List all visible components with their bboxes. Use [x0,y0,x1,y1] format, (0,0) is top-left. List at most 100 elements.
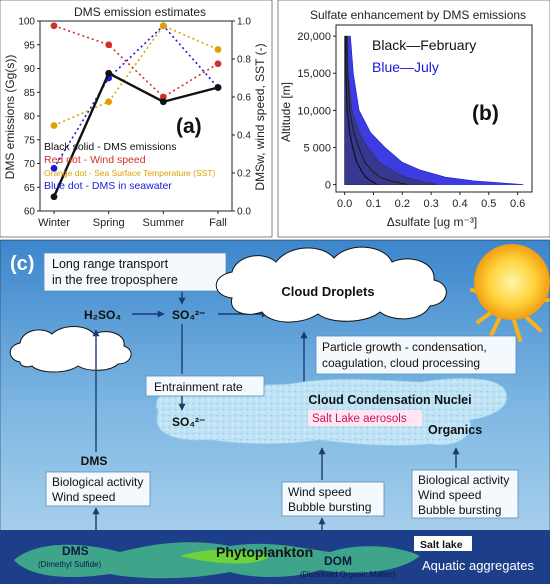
panel-b-x-tick-label: 0.3 [423,198,438,210]
panel-b-y-tick-label: 20,000 [297,31,331,43]
panel-a-x-axis: Winter Spring Summer Fall [38,211,227,229]
panel-a-left-tick-label: 75 [24,135,36,146]
panel-a-data-point [159,98,167,106]
panel-a-legend-entry: Orange dot - Sea Surface Temperature (SS… [44,168,216,178]
panel-b-y-tick-label: 15,000 [297,68,331,80]
particle-growth-box [315,335,517,375]
phytoplankton-label: Phytoplankton [216,544,313,560]
dimethyl-sulfide-label: (Dimethyl Sulfide) [38,560,101,569]
panel-a-right-tick-label: 0.8 [237,55,251,66]
panel-b-series-mean-line [346,36,408,186]
organics-label: Organics [428,423,482,437]
salt-lake-box [414,536,472,551]
panel-a-series-line [52,71,219,198]
panel-a-data-point [214,84,222,91]
panel-a-left-tick-label: 90 [24,64,36,75]
entrainment-label: Entrainment rate [154,380,243,394]
panel-a-data-point [159,22,167,30]
panel-a-data-point [105,69,113,77]
panel-a-series-line [53,24,219,127]
long-range-box [43,252,227,292]
panel-a-data-point [50,22,58,30]
panel-a-right-axis: 0.0 0.2 0.4 0.6 0.8 1.0 [232,17,251,218]
ccn-label: Cloud Condensation Nuclei [308,393,471,407]
panel-a-legend-entry: Black solid - DMS emissions [44,141,176,153]
panel-a-ylabel-right: DMSw, wind speed, SST (-) [253,43,267,190]
panel-a-ylabel-left: DMS emissions (Gg(s)) [3,55,17,180]
wind-bubble-text: Wind speed Bubble bursting [288,485,371,514]
panel-a-right-tick-label: 0.0 [237,207,251,218]
panel-a-left-tick-label: 60 [24,207,36,218]
salt-lake-aerosols-highlight [308,410,422,426]
panel-a-right-tick-label: 1.0 [237,17,251,28]
panel-a-data-point [50,193,58,201]
panel-a-data-point [50,164,58,172]
panel-a-right-tick-label: 0.6 [237,93,251,104]
so4-top-label: SO₄²⁻ [172,308,205,322]
h2so4-label: H₂SO₄ [84,308,121,322]
panel-a-x-tick-label: Fall [209,217,227,229]
panel-a-left-tick-label: 70 [24,159,36,170]
panel-a-data-point [214,46,222,53]
so4-mid-label: SO₄²⁻ [172,415,205,429]
panel-a-data-point [214,60,222,68]
dom-label: DOM [324,554,352,568]
dms-label: DMS [81,454,108,468]
cloud-droplets-cloud-icon [215,246,447,323]
wind-bubble-box [281,481,385,517]
panel-a-left-tick-label: 100 [18,17,35,28]
panel-b-y-tick-label: 5 000 [303,142,331,154]
entrainment-box [145,375,265,397]
long-range-text: Long range transport in the free troposp… [52,257,178,287]
bio-wind-text: Biological activity Wind speed [52,475,147,504]
panel-b-y-tick-label: 10,000 [297,105,331,117]
panel-c-label: (c) [10,253,34,275]
panel-a-x-tick-label: Summer [143,217,185,229]
panel-a-data-point [159,93,167,101]
panel-b-series-mean-line [345,36,378,186]
panel-b-legend-black: Black—February [372,37,476,53]
panel-a-legend-entry: Blue dot - DMS in seawater [44,180,172,192]
panel-a-title: DMS emission estimates [74,5,206,19]
bio-wind-box [45,471,151,507]
panel-a-series-line [53,24,219,99]
panel-b-x-tick-label: 0.6 [510,198,525,210]
panel-a-data-point [105,98,113,106]
salt-lake-label: Salt lake [420,539,463,551]
bio-wind-bubble-box [411,469,519,519]
aquatic-aggregates-label: Aquatic aggregates [422,558,535,573]
panel-b-xlabel: Δsulfate [ug m⁻³] [387,215,477,229]
left-cloud-icon [9,326,132,373]
panel-a-data-point [50,122,58,129]
panel-b-x-axis: 0.0 0.1 0.2 0.3 0.4 0.5 0.6 [337,192,525,210]
panel-a-data-point [105,41,113,49]
panel-b: Sulfate enhancement by DMS emissions 0 5 … [277,0,550,238]
particle-growth-text: Particle growth - condensation, coagulat… [322,340,490,370]
panel-b-label: (b) [472,102,499,125]
panel-a-right-tick-label: 0.2 [237,169,251,180]
panel-a-x-tick-label: Spring [93,217,125,229]
dissolved-organic-label: (Dissolved Organic Matter) [300,570,395,579]
panel-b-x-tick-label: 0.5 [481,198,496,210]
panel-b-x-tick-label: 0.1 [366,198,381,210]
panel-a-left-tick-label: 95 [24,40,36,51]
salt-lake-aerosols-label: Salt Lake aerosols [312,413,407,425]
panel-a-left-tick-label: 85 [24,88,36,99]
sun-icon [470,244,550,342]
panel-a-left-axis: 60 65 70 75 80 85 90 95 100 [18,17,40,218]
panel-c: (c) Long range transport in the free tro… [0,239,550,584]
panel-b-series [344,35,524,186]
panel-b-y-tick-label: 0 [325,180,331,192]
panel-a-left-tick-label: 65 [24,183,36,194]
panel-a: DMS emission estimates 60 65 70 75 80 85 90 95 1… [0,0,273,238]
panel-b-x-tick-label: 0.0 [337,198,352,210]
bio-wind-bubble-text: Biological activity Wind speed Bubble bu… [418,473,513,517]
panel-b-x-tick-label: 0.4 [452,198,467,210]
panel-b-legend-blue: Blue—July [372,59,439,75]
panel-a-right-tick-label: 0.4 [237,131,251,142]
panel-a-x-tick-label: Winter [38,217,70,229]
panel-a-legend-entry: Red dot - Wind speed [44,154,146,166]
panel-a-left-tick-label: 80 [24,112,36,123]
